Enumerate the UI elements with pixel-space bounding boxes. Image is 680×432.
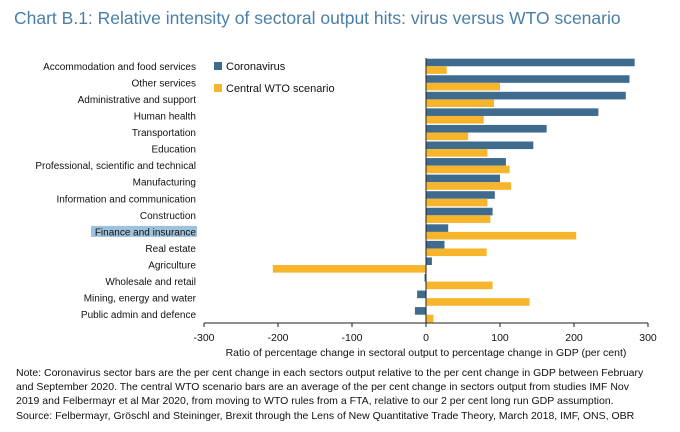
category-label: Human health (134, 111, 196, 122)
category-label: Real estate (145, 244, 196, 255)
bar-wto-scenario (426, 231, 577, 240)
chart-title: Chart B.1: Relative intensity of sectora… (14, 8, 621, 28)
bar-wto-scenario (272, 265, 426, 273)
category-label: Transportation (132, 128, 196, 139)
category-label: Construction (140, 211, 196, 222)
bar-coronavirus (426, 158, 506, 166)
bar-coronavirus (426, 257, 432, 266)
bar-coronavirus (426, 91, 626, 100)
bar-wto-scenario (426, 99, 495, 108)
bar-wto-scenario (426, 165, 510, 174)
category-label: Wholesale and retail (105, 277, 196, 288)
category-label: Mining, energy and water (84, 294, 197, 305)
bar-wto-scenario (426, 132, 469, 141)
category-label: Finance and insurance (95, 227, 197, 238)
category-label: Administrative and support (78, 95, 197, 106)
bar-chart: Accommodation and food services Other ser… (35, 58, 657, 359)
bar-wto-scenario (426, 198, 488, 207)
category-label: Education (152, 145, 196, 156)
bar-wto-scenario (426, 248, 487, 257)
bar-coronavirus (417, 290, 426, 299)
bar-coronavirus (426, 174, 500, 183)
category-label: Accommodation and food services (43, 62, 196, 73)
bar-coronavirus (426, 108, 599, 116)
bar-wto-scenario (426, 215, 491, 223)
x-tick-label: 200 (565, 332, 583, 344)
x-tick-label: -300 (193, 332, 214, 344)
category-label: Professional, scientific and technical (35, 161, 196, 172)
bar-wto-scenario (426, 115, 484, 124)
x-tick-label: 100 (491, 332, 509, 344)
legend-label-coronavirus: Coronavirus (226, 61, 286, 73)
legend-label-wto-scenario: Central WTO scenario (226, 83, 335, 95)
bar-coronavirus (426, 207, 493, 216)
note-line-3: 2019 and Felbermayr et al Mar 2020, from… (16, 395, 614, 408)
bar-wto-scenario (426, 182, 512, 190)
category-label: Manufacturing (133, 178, 196, 189)
bar-coronavirus (414, 307, 426, 315)
legend-swatch-coronavirus (214, 62, 222, 70)
note-line-4: Source: Felbermayr, Gröschl and Steining… (16, 409, 635, 422)
note-line-2: and September 2020. The central WTO scen… (16, 381, 630, 394)
category-label: Other services (132, 78, 196, 89)
bar-coronavirus (426, 240, 445, 249)
bar-coronavirus (426, 191, 495, 199)
x-tick-label: 300 (639, 332, 657, 344)
x-tick-label: -200 (267, 332, 288, 344)
x-axis-label: Ratio of percentage change in sectoral o… (226, 347, 627, 359)
bar-coronavirus (426, 75, 630, 83)
bar-coronavirus (426, 141, 534, 150)
bar-wto-scenario (426, 281, 493, 290)
bar-wto-scenario (426, 66, 447, 74)
legend-swatch-wto-scenario (214, 84, 222, 92)
bar-coronavirus (426, 224, 449, 232)
x-tick-label: -100 (341, 332, 362, 344)
chart-note: Note: Coronavirus sector bars are the pe… (16, 366, 672, 423)
bar-coronavirus (424, 273, 426, 282)
category-label: Information and communication (56, 194, 196, 205)
bar-wto-scenario (426, 82, 500, 91)
note-line-1: Note: Coronavirus sector bars are the pe… (16, 367, 644, 379)
bar-coronavirus (426, 58, 635, 67)
bar-wto-scenario (426, 149, 488, 157)
bar-coronavirus (426, 124, 547, 133)
category-label: Agriculture (148, 261, 196, 272)
category-highlight (91, 225, 197, 237)
bar-wto-scenario (426, 298, 530, 306)
x-tick-label: 0 (423, 332, 429, 344)
bar-wto-scenario (426, 314, 434, 323)
category-label: Public admin and defence (81, 310, 197, 321)
